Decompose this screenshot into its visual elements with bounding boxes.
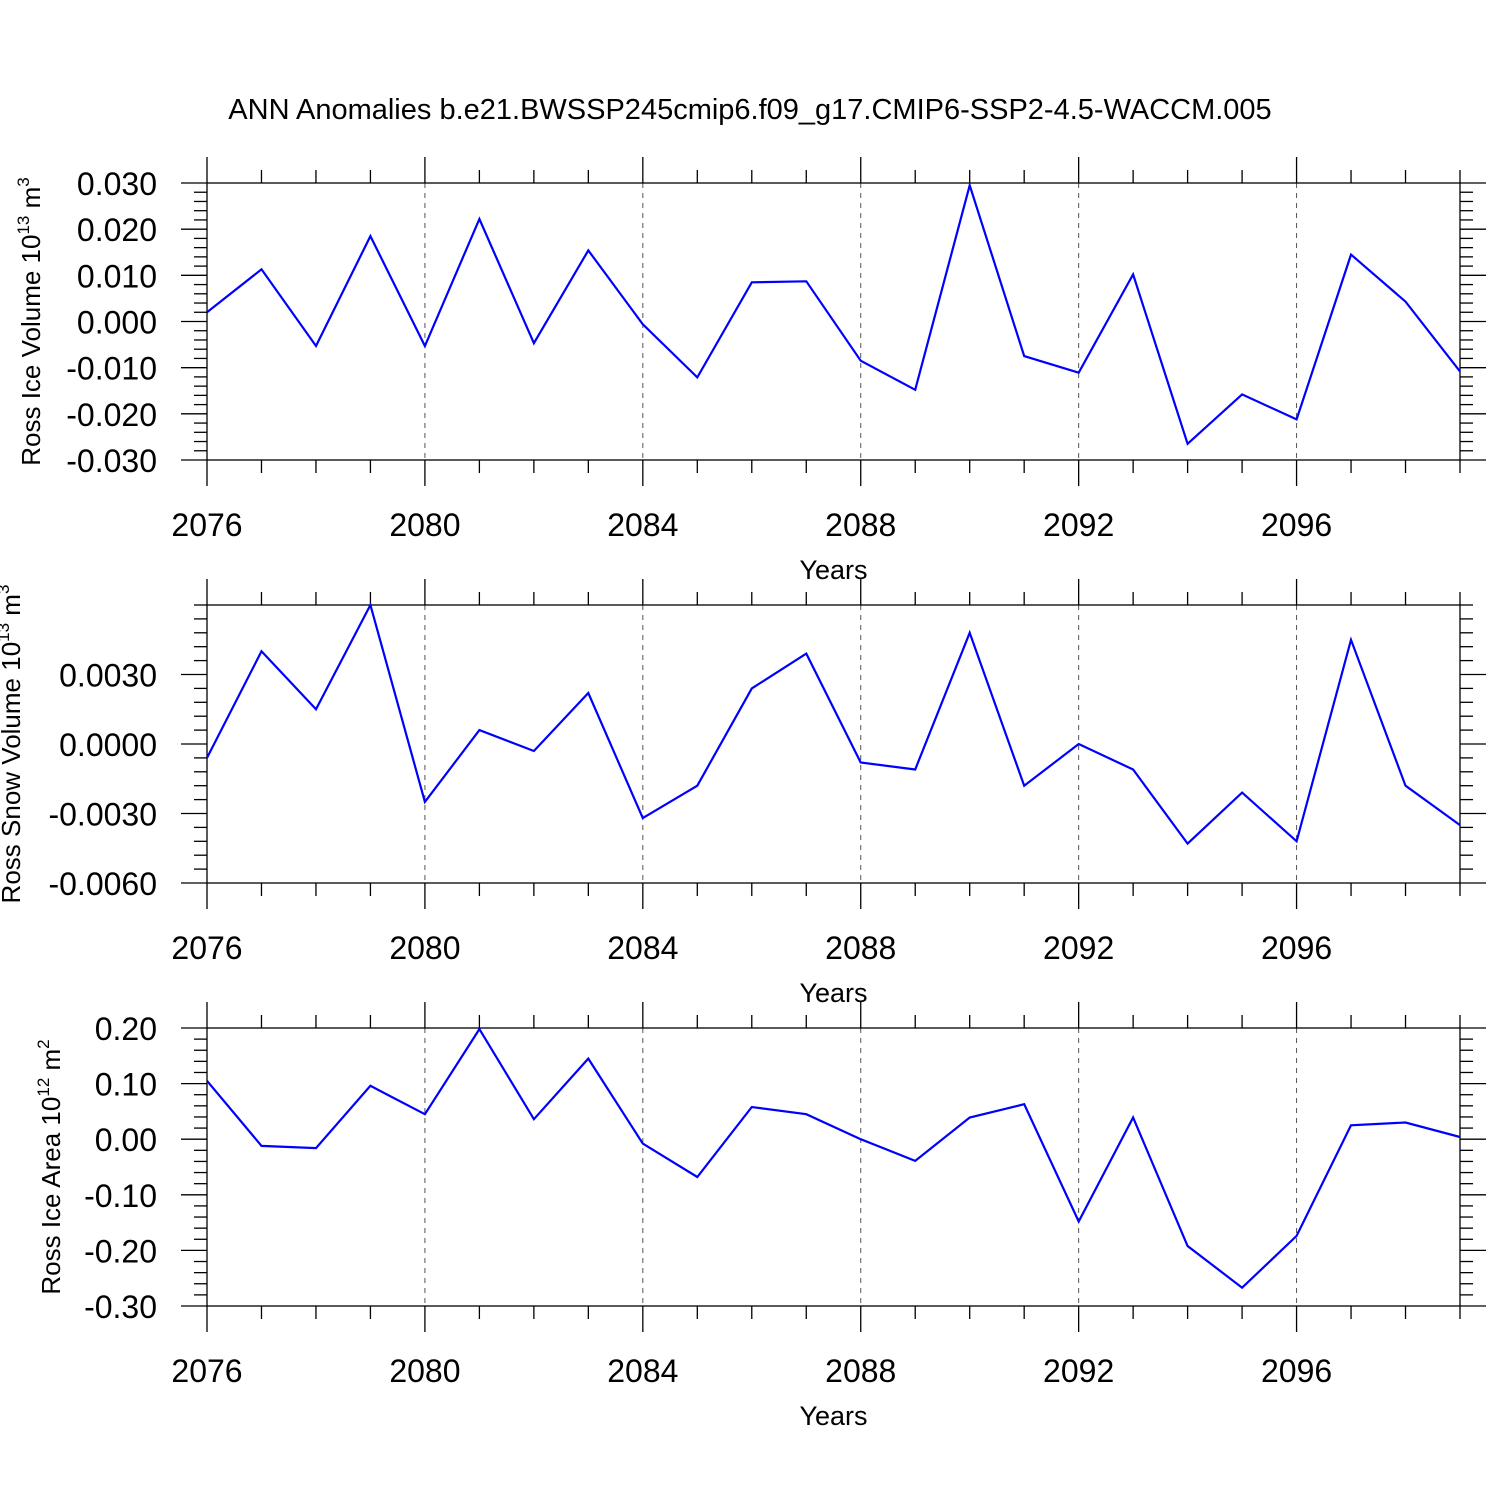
y-tick-label: 0.030	[77, 166, 157, 202]
y-tick-label: -0.010	[66, 351, 157, 387]
x-tick-label: 2080	[389, 507, 460, 543]
plot-frame	[206, 1027, 1461, 1307]
x-tick-label: 2088	[825, 1353, 896, 1389]
x-tick-label: 2096	[1261, 507, 1332, 543]
x-tick-label: 2096	[1261, 1353, 1332, 1389]
y-tick-label: -0.0060	[48, 866, 157, 902]
y-axis-label: Ross Ice Volume 1013 m3	[14, 177, 46, 466]
x-tick-label: 2096	[1261, 930, 1332, 966]
y-tick-label: 0.20	[95, 1011, 157, 1047]
series-line	[206, 602, 1461, 846]
y-tick-label: 0.00	[95, 1122, 157, 1158]
y-axis-label: Ross Snow Volume 1013 m3	[0, 585, 26, 904]
series-line	[206, 1027, 1461, 1290]
y-tick-label: -0.20	[84, 1233, 157, 1269]
y-tick-label: 0.0030	[59, 658, 157, 694]
x-tick-label: 2084	[607, 507, 678, 543]
y-tick-label: 0.000	[77, 305, 157, 341]
y-tick-label: -0.020	[66, 397, 157, 433]
y-tick-label: 0.010	[77, 258, 157, 294]
series-line	[206, 181, 1461, 446]
x-tick-label: 2080	[389, 1353, 460, 1389]
x-tick-label: 2076	[171, 1353, 242, 1389]
x-axis-label: Years	[799, 1401, 867, 1431]
x-tick-label: 2080	[389, 930, 460, 966]
x-tick-label: 2092	[1043, 507, 1114, 543]
y-tick-label: 0.020	[77, 212, 157, 248]
y-axis-label: Ross Ice Area 1012 m2	[34, 1039, 66, 1294]
x-tick-label: 2092	[1043, 930, 1114, 966]
x-axis-label: Years	[799, 555, 867, 585]
panel-1: 2076 2080 2084 2088 2092 2096 -0.030 -0.020 -0.0…	[14, 157, 1486, 585]
y-tick-label: -0.0030	[48, 797, 157, 833]
x-tick-label: 2092	[1043, 1353, 1114, 1389]
x-axis-label: Years	[799, 978, 867, 1008]
y-tick-label: -0.10	[84, 1178, 157, 1214]
x-tick-label: 2084	[607, 930, 678, 966]
y-tick-label: -0.30	[84, 1289, 157, 1325]
figure-title: ANN Anomalies b.e21.BWSSP245cmip6.f09_g1…	[228, 94, 1271, 126]
x-tick-label: 2084	[607, 1353, 678, 1389]
plot-frame	[206, 604, 1461, 884]
x-tick-label: 2088	[825, 930, 896, 966]
y-tick-label: 0.10	[95, 1067, 157, 1103]
x-tick-label: 2076	[171, 507, 242, 543]
y-tick-label: 0.0000	[59, 727, 157, 763]
panel-2: 2076 2080 2084 2088 2092 2096 -0.0060 -0.0030 0.…	[0, 579, 1486, 1008]
x-tick-label: 2076	[171, 930, 242, 966]
x-tick-label: 2088	[825, 507, 896, 543]
panel-3: 2076 2080 2084 2088 2092 2096 -0.30 -0.20 -0.10 0…	[34, 1002, 1486, 1431]
y-tick-label: -0.030	[66, 443, 157, 479]
panels: 2076 2080 2084 2088 2092 2096 -0.030 -0.020 -0.0…	[0, 157, 1486, 1431]
